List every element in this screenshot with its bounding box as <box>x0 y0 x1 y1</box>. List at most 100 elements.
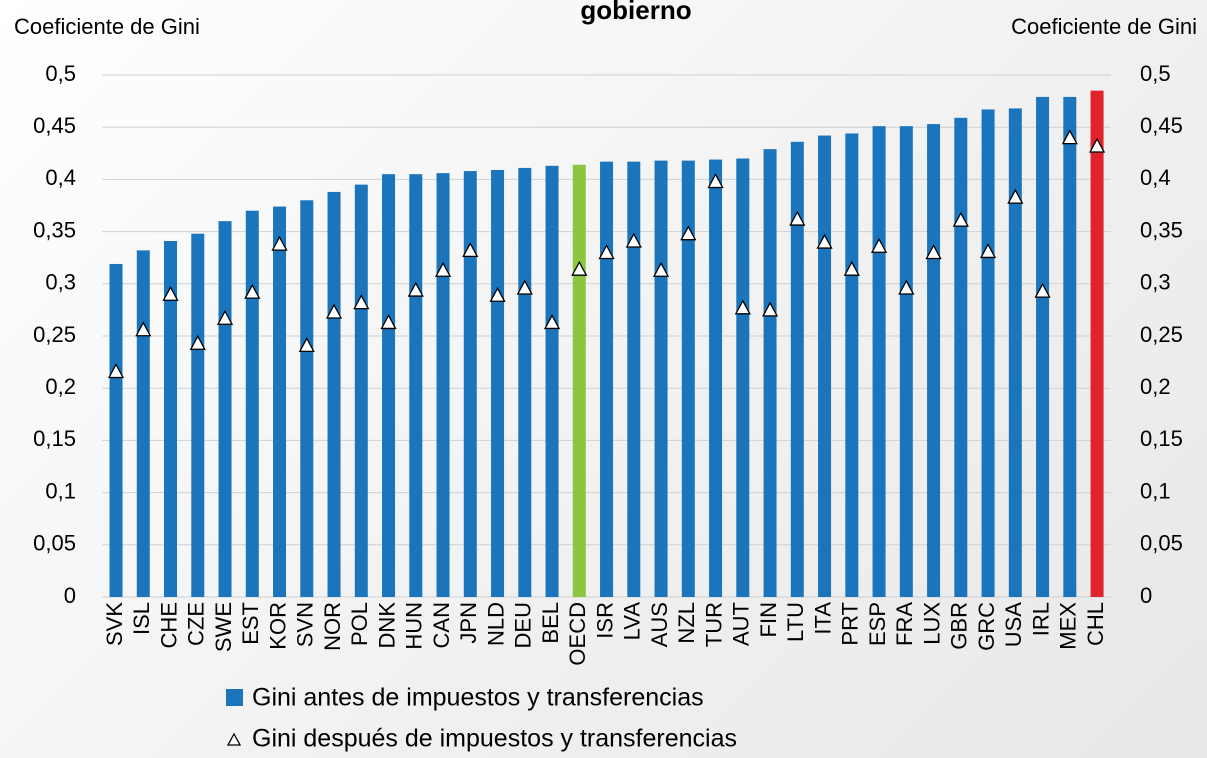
bar <box>327 191 341 598</box>
x-tick-label: NLD <box>483 602 508 646</box>
triangle-marker <box>625 232 642 248</box>
bar <box>1036 96 1050 597</box>
bar <box>681 160 695 597</box>
triangle-marker <box>1061 129 1078 145</box>
bar <box>300 200 314 597</box>
bar <box>273 206 287 597</box>
triangle-marker <box>761 301 779 317</box>
x-tick-label: ITA <box>810 602 835 635</box>
x-tick-label: CHL <box>1083 602 1108 646</box>
x-tick-label: LUX <box>919 602 944 645</box>
x-tick-label: KOR <box>265 602 290 650</box>
y2-tick-label: 0,25 <box>1140 322 1183 347</box>
x-tick-label: PRT <box>838 602 863 646</box>
triangle-marker <box>979 243 997 259</box>
x-tick-label: GBR <box>947 602 972 650</box>
y-tick-label: 0,45 <box>33 113 76 138</box>
bar <box>763 149 777 597</box>
y2-axis-label: Coeficiente de Gini <box>1011 14 1197 39</box>
bar <box>463 171 477 597</box>
x-tick-label: SWE <box>211 602 236 652</box>
bar <box>572 164 586 597</box>
x-tick-label: DNK <box>374 602 399 649</box>
triangle-marker <box>789 210 806 226</box>
triangle-marker <box>898 279 915 295</box>
y-tick-label: 0,05 <box>33 531 76 556</box>
y2-tick-label: 0,3 <box>1140 270 1171 295</box>
bar <box>1063 96 1077 597</box>
triangle-marker <box>680 225 697 241</box>
x-tick-label: FIN <box>756 602 781 637</box>
bar <box>545 165 559 597</box>
bar <box>845 133 859 598</box>
y2-tick-label: 0,1 <box>1140 478 1171 503</box>
x-tick-label: AUS <box>647 602 672 647</box>
x-tick-label: EST <box>238 602 263 645</box>
x-tick-label: HUN <box>402 602 427 650</box>
bar <box>218 221 232 597</box>
x-tick-label: CHE <box>156 602 181 648</box>
x-tick-label: LTU <box>783 602 808 642</box>
y2-tick-label: 0,05 <box>1140 531 1183 556</box>
triangle-marker <box>462 242 479 258</box>
x-tick-label: ISR <box>592 602 617 639</box>
y-tick-label: 0,15 <box>33 426 76 451</box>
x-tick-label: CZE <box>184 602 209 646</box>
bar <box>245 210 259 597</box>
triangle-marker <box>1088 137 1106 153</box>
x-tick-label: NZL <box>674 602 699 644</box>
triangle-marker <box>107 363 125 379</box>
bar <box>109 263 123 597</box>
bar <box>899 126 913 597</box>
bar <box>927 124 941 598</box>
bar <box>518 167 532 597</box>
bar <box>818 135 832 597</box>
bar <box>491 170 505 597</box>
triangle-marker <box>434 261 452 277</box>
triangle-marker <box>135 321 152 337</box>
triangle-marker <box>707 173 724 189</box>
triangle-marker <box>298 337 315 353</box>
triangle-marker <box>952 211 969 227</box>
triangle-marker <box>816 233 833 249</box>
y2-tick-label: 0,4 <box>1140 165 1171 190</box>
y2-tick-label: 0,2 <box>1140 374 1171 399</box>
triangle-marker <box>271 235 288 251</box>
bar <box>354 184 368 597</box>
triangle-marker <box>543 314 561 330</box>
triangle-marker <box>598 244 615 260</box>
x-tick-label: USA <box>1001 602 1026 648</box>
chart-title: gobierno <box>580 0 691 25</box>
bar <box>954 117 968 597</box>
triangle-marker <box>216 309 234 325</box>
bar <box>1090 90 1104 597</box>
triangle-marker <box>734 299 751 315</box>
triangle-marker <box>244 283 261 299</box>
bar <box>382 174 396 597</box>
triangle-marker <box>652 261 670 277</box>
bar <box>409 174 423 597</box>
bar <box>1008 108 1022 598</box>
bar <box>627 161 641 598</box>
triangle-marker <box>353 294 370 310</box>
bar <box>436 173 450 598</box>
y2-tick-label: 0 <box>1140 583 1152 608</box>
legend-marker <box>226 732 242 746</box>
y2-tick-label: 0,45 <box>1140 113 1183 138</box>
legend-swatch <box>226 689 243 706</box>
x-tick-label: IRL <box>1028 602 1053 636</box>
triangle-marker <box>925 244 942 260</box>
bar <box>981 109 995 598</box>
bar <box>136 250 150 597</box>
triangle-marker <box>162 285 179 301</box>
triangle-marker <box>189 334 206 350</box>
y-axis-label: Coeficiente de Gini <box>14 14 200 39</box>
y-tick-label: 0,3 <box>45 270 76 295</box>
x-tick-label: MEX <box>1056 602 1081 650</box>
bar <box>709 159 723 597</box>
legend-label: Gini antes de impuestos y transferencias <box>252 684 704 712</box>
triangle-marker <box>571 260 588 276</box>
x-tick-label: TUR <box>701 602 726 647</box>
y2-tick-label: 0,5 <box>1140 61 1171 86</box>
